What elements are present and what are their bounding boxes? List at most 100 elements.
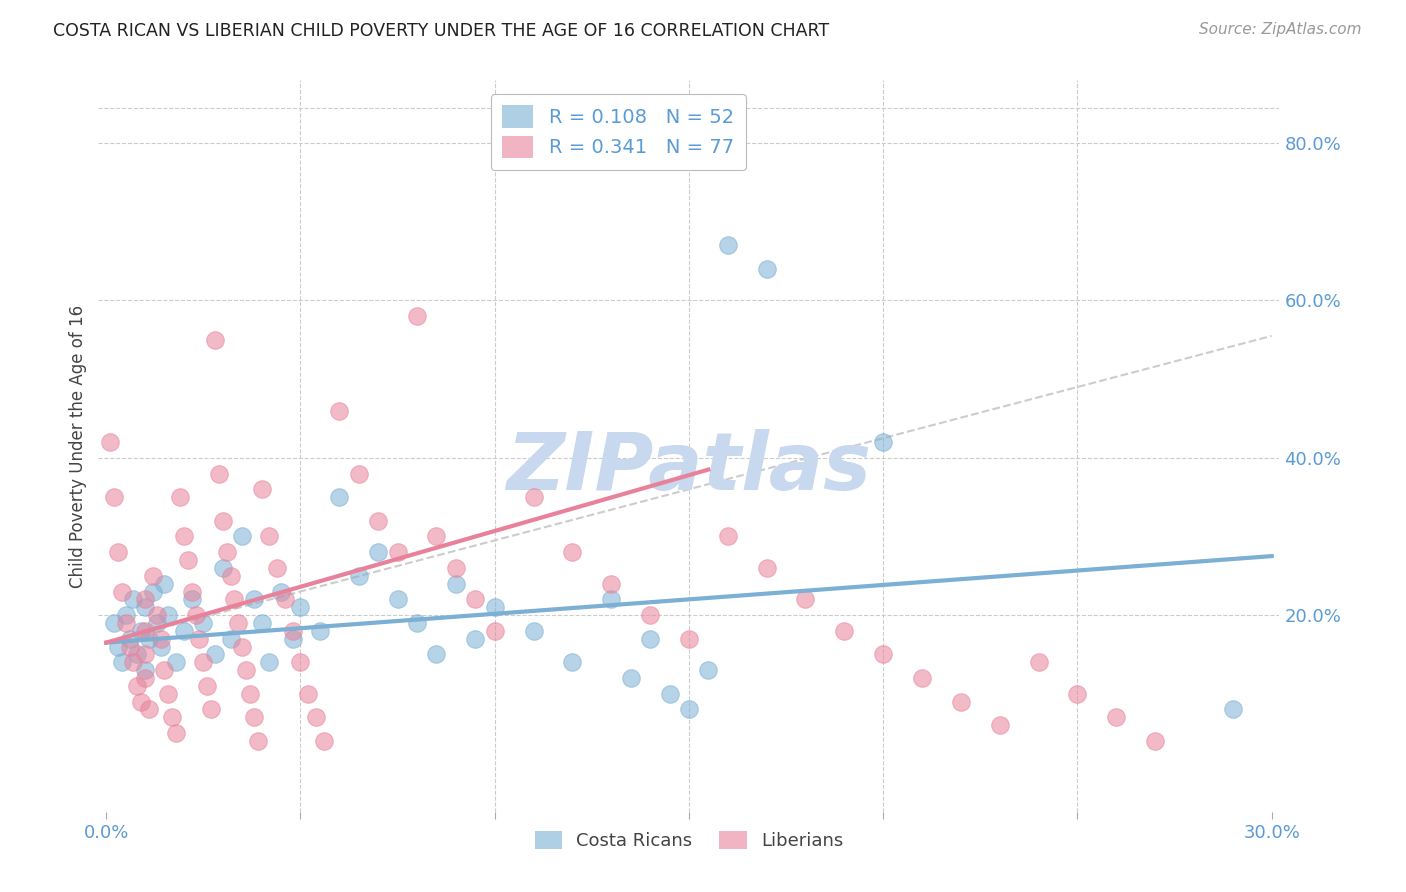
Point bbox=[118, 632, 141, 646]
Point bbox=[111, 584, 134, 599]
Point bbox=[165, 655, 187, 669]
Point bbox=[259, 529, 281, 543]
Point bbox=[387, 592, 409, 607]
Point bbox=[243, 592, 266, 607]
Point bbox=[145, 608, 167, 623]
Point bbox=[347, 467, 370, 481]
Point bbox=[149, 632, 172, 646]
Point bbox=[638, 632, 661, 646]
Point bbox=[188, 632, 211, 646]
Point bbox=[522, 624, 544, 638]
Point bbox=[425, 648, 447, 662]
Point bbox=[200, 702, 222, 716]
Point bbox=[347, 568, 370, 582]
Point bbox=[134, 592, 156, 607]
Point bbox=[239, 687, 262, 701]
Point bbox=[1105, 710, 1128, 724]
Point bbox=[180, 584, 202, 599]
Point bbox=[107, 640, 129, 654]
Point bbox=[98, 435, 121, 450]
Point bbox=[157, 608, 180, 623]
Point bbox=[561, 545, 583, 559]
Point bbox=[309, 624, 332, 638]
Point bbox=[297, 687, 319, 701]
Point bbox=[243, 710, 266, 724]
Point bbox=[129, 695, 152, 709]
Point bbox=[259, 655, 281, 669]
Point bbox=[678, 702, 700, 716]
Point bbox=[134, 671, 156, 685]
Point bbox=[177, 553, 200, 567]
Point bbox=[111, 655, 134, 669]
Point bbox=[444, 561, 467, 575]
Point bbox=[149, 640, 172, 654]
Point bbox=[717, 238, 740, 252]
Point bbox=[231, 640, 253, 654]
Point bbox=[484, 600, 506, 615]
Point bbox=[215, 545, 238, 559]
Point bbox=[127, 679, 149, 693]
Point bbox=[312, 734, 335, 748]
Point bbox=[103, 615, 125, 630]
Point bbox=[235, 663, 257, 677]
Point bbox=[290, 600, 312, 615]
Point bbox=[620, 671, 643, 685]
Point bbox=[173, 529, 195, 543]
Point bbox=[134, 624, 156, 638]
Point bbox=[274, 592, 297, 607]
Point bbox=[1028, 655, 1050, 669]
Point bbox=[122, 592, 145, 607]
Point bbox=[134, 663, 156, 677]
Point bbox=[1066, 687, 1088, 701]
Point bbox=[219, 632, 242, 646]
Point bbox=[103, 490, 125, 504]
Point bbox=[180, 592, 202, 607]
Text: ZIPatlas: ZIPatlas bbox=[506, 429, 872, 507]
Point bbox=[226, 615, 249, 630]
Point bbox=[872, 648, 894, 662]
Point bbox=[246, 734, 269, 748]
Point bbox=[522, 490, 544, 504]
Point bbox=[208, 467, 231, 481]
Point bbox=[406, 615, 429, 630]
Point bbox=[165, 726, 187, 740]
Point bbox=[184, 608, 207, 623]
Point bbox=[484, 624, 506, 638]
Point bbox=[658, 687, 681, 701]
Point bbox=[697, 663, 720, 677]
Point bbox=[367, 514, 389, 528]
Point bbox=[1144, 734, 1167, 748]
Point bbox=[367, 545, 389, 559]
Point bbox=[114, 615, 136, 630]
Point bbox=[464, 632, 486, 646]
Point bbox=[142, 568, 165, 582]
Point bbox=[911, 671, 934, 685]
Point bbox=[195, 679, 218, 693]
Point bbox=[794, 592, 817, 607]
Point bbox=[153, 663, 176, 677]
Point bbox=[305, 710, 328, 724]
Point bbox=[169, 490, 191, 504]
Point bbox=[153, 576, 176, 591]
Point bbox=[425, 529, 447, 543]
Point bbox=[107, 545, 129, 559]
Point bbox=[464, 592, 486, 607]
Point bbox=[157, 687, 180, 701]
Point bbox=[250, 615, 273, 630]
Point bbox=[444, 576, 467, 591]
Point bbox=[755, 262, 778, 277]
Point bbox=[138, 632, 160, 646]
Text: COSTA RICAN VS LIBERIAN CHILD POVERTY UNDER THE AGE OF 16 CORRELATION CHART: COSTA RICAN VS LIBERIAN CHILD POVERTY UN… bbox=[53, 22, 830, 40]
Point bbox=[145, 615, 167, 630]
Point bbox=[949, 695, 972, 709]
Point bbox=[250, 482, 273, 496]
Point bbox=[138, 702, 160, 716]
Point bbox=[193, 615, 215, 630]
Point bbox=[162, 710, 183, 724]
Point bbox=[755, 561, 778, 575]
Point bbox=[328, 403, 350, 417]
Point bbox=[266, 561, 288, 575]
Point bbox=[678, 632, 700, 646]
Point bbox=[193, 655, 215, 669]
Legend: Costa Ricans, Liberians: Costa Ricans, Liberians bbox=[527, 823, 851, 857]
